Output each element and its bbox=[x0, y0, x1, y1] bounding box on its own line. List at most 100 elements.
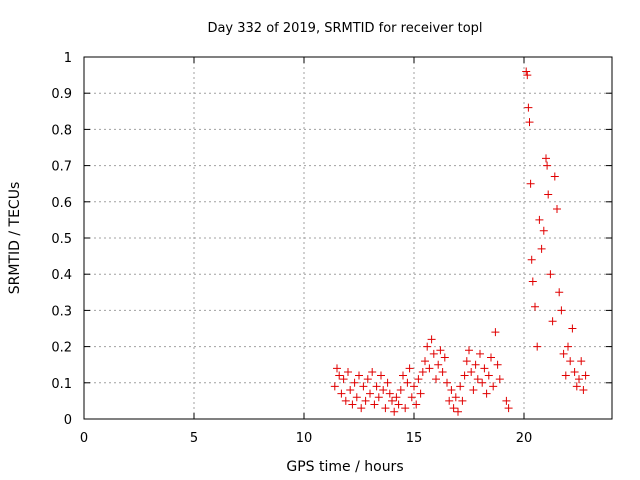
data-point bbox=[581, 371, 590, 380]
data-points bbox=[330, 67, 590, 416]
data-point bbox=[575, 375, 583, 384]
data-point bbox=[423, 342, 432, 351]
data-point bbox=[570, 367, 579, 376]
data-point bbox=[346, 386, 355, 395]
data-point bbox=[390, 407, 399, 416]
data-point bbox=[352, 393, 361, 402]
plot-frame bbox=[83, 56, 613, 420]
data-point bbox=[381, 404, 390, 413]
data-point bbox=[528, 277, 537, 286]
data-point bbox=[401, 404, 410, 413]
data-point bbox=[396, 386, 405, 395]
data-point bbox=[434, 360, 443, 369]
y-tick-label: 0.8 bbox=[51, 123, 72, 138]
y-tick-label: 1 bbox=[64, 51, 72, 66]
data-point bbox=[495, 375, 504, 384]
x-tick-label: 15 bbox=[406, 431, 423, 446]
data-point bbox=[418, 367, 427, 376]
data-point bbox=[572, 382, 581, 391]
data-point bbox=[333, 364, 341, 373]
data-point bbox=[502, 396, 511, 405]
y-tick-label: 0.1 bbox=[51, 377, 72, 392]
data-point bbox=[399, 371, 407, 380]
data-point bbox=[330, 382, 339, 391]
data-point bbox=[476, 349, 484, 358]
data-point bbox=[370, 400, 379, 409]
data-point bbox=[337, 389, 346, 398]
data-point bbox=[535, 215, 544, 224]
x-tick-label: 10 bbox=[296, 431, 313, 446]
data-point bbox=[473, 375, 482, 384]
data-point bbox=[405, 364, 414, 373]
data-point bbox=[548, 317, 557, 326]
data-point bbox=[524, 103, 533, 112]
data-point bbox=[443, 378, 451, 387]
data-point bbox=[359, 382, 368, 391]
data-point bbox=[339, 375, 348, 384]
x-tick-label: 20 bbox=[516, 431, 533, 446]
data-point bbox=[416, 389, 425, 398]
x-tick-label: 5 bbox=[190, 431, 198, 446]
data-point bbox=[489, 382, 498, 391]
data-point bbox=[361, 396, 370, 405]
data-point bbox=[357, 404, 366, 413]
data-point bbox=[379, 386, 388, 395]
data-point bbox=[487, 353, 495, 362]
data-point bbox=[432, 375, 440, 384]
data-point bbox=[480, 364, 489, 373]
data-point bbox=[478, 378, 487, 387]
data-point bbox=[348, 400, 357, 409]
y-tick-label: 0.5 bbox=[51, 232, 72, 247]
data-point bbox=[421, 357, 429, 366]
y-tick-label: 0.9 bbox=[51, 87, 72, 102]
data-point bbox=[537, 244, 546, 253]
y-tick-label: 0.2 bbox=[51, 341, 72, 356]
data-point bbox=[368, 367, 377, 376]
data-point bbox=[559, 349, 568, 358]
grid bbox=[84, 57, 612, 419]
data-point bbox=[449, 404, 458, 413]
data-point bbox=[564, 342, 572, 351]
y-tick-label: 0 bbox=[64, 413, 72, 428]
data-point bbox=[383, 378, 392, 387]
data-point bbox=[462, 357, 471, 366]
y-tick-label: 0.4 bbox=[51, 268, 72, 283]
data-point bbox=[467, 367, 476, 376]
data-point bbox=[436, 346, 445, 355]
x-tick-label: 0 bbox=[80, 431, 88, 446]
axes: 00.10.20.30.40.50.60.70.80.910 5 10 15 20 bbox=[51, 51, 613, 446]
data-point bbox=[522, 67, 531, 76]
data-point bbox=[355, 371, 363, 380]
chart-title: Day 332 of 2019, SRMTID for receiver top… bbox=[207, 21, 482, 36]
data-point bbox=[410, 382, 418, 391]
y-tick-label: 0.6 bbox=[51, 196, 72, 211]
data-point bbox=[566, 357, 575, 366]
data-point bbox=[568, 324, 577, 333]
data-point bbox=[482, 389, 491, 398]
data-point bbox=[451, 393, 460, 402]
data-point bbox=[429, 349, 438, 358]
data-point bbox=[504, 404, 513, 413]
data-point bbox=[544, 190, 553, 199]
data-point bbox=[561, 371, 570, 380]
data-point bbox=[493, 360, 502, 369]
data-point bbox=[527, 255, 536, 264]
data-point bbox=[374, 393, 383, 402]
data-point bbox=[341, 396, 350, 405]
data-point bbox=[407, 393, 416, 402]
data-point bbox=[385, 389, 394, 398]
data-point bbox=[414, 375, 423, 384]
data-point bbox=[557, 306, 566, 315]
data-point bbox=[425, 364, 434, 373]
data-point bbox=[526, 179, 535, 188]
data-point bbox=[412, 400, 421, 409]
data-point bbox=[447, 386, 456, 395]
data-point bbox=[363, 375, 372, 384]
data-point bbox=[484, 371, 493, 380]
data-point bbox=[392, 393, 401, 402]
data-point bbox=[440, 353, 449, 362]
data-point bbox=[491, 328, 500, 337]
data-point bbox=[458, 396, 467, 405]
y-tick-label: 0.3 bbox=[51, 304, 72, 319]
